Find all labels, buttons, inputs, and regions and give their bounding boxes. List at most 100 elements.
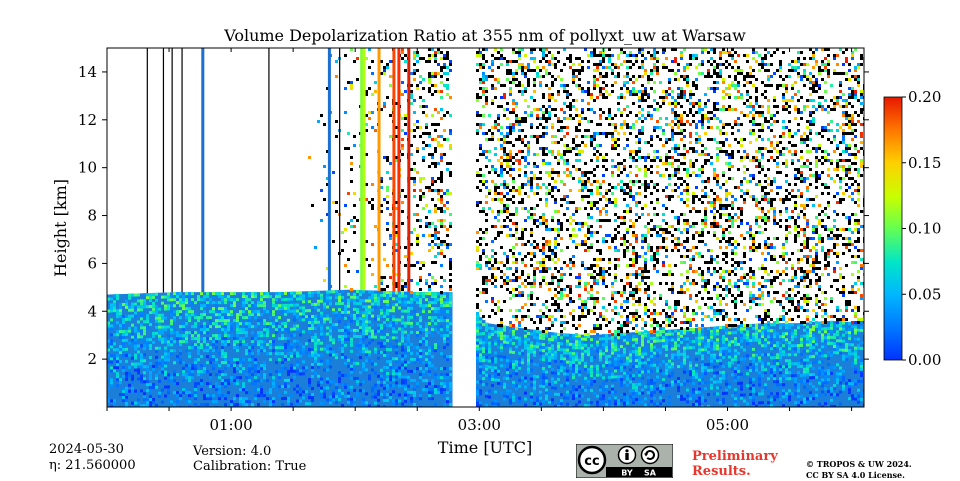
depol-pixel — [629, 389, 632, 393]
noise-pixel — [548, 243, 551, 246]
noise-pixel — [512, 168, 515, 171]
noise-pixel — [569, 300, 572, 303]
depol-pixel — [269, 391, 272, 395]
depol-pixel — [152, 367, 155, 371]
depol-pixel — [164, 325, 167, 329]
noise-pixel — [557, 75, 560, 78]
noise-pixel — [365, 123, 368, 126]
depol-pixel — [617, 402, 620, 406]
depol-pixel — [347, 331, 350, 335]
noise-pixel — [560, 294, 563, 297]
depol-pixel — [443, 403, 446, 407]
depol-pixel — [338, 293, 341, 297]
depol-pixel — [497, 381, 500, 385]
depol-pixel — [290, 303, 293, 307]
noise-pixel — [569, 171, 572, 174]
noise-pixel — [635, 240, 638, 243]
depol-pixel — [188, 295, 191, 299]
noise-pixel — [500, 132, 503, 135]
aerosol-layer-column — [161, 292, 165, 407]
depol-pixel — [347, 385, 350, 389]
depol-pixel — [641, 349, 644, 353]
noise-pixel — [674, 246, 677, 249]
depol-pixel — [308, 339, 311, 343]
depol-pixel — [290, 309, 293, 313]
depol-pixel — [260, 379, 263, 383]
noise-pixel — [479, 66, 482, 69]
depol-pixel — [302, 309, 305, 313]
noise-pixel — [575, 168, 578, 171]
depol-pixel — [443, 394, 446, 398]
depol-pixel — [191, 346, 194, 350]
depol-pixel — [317, 302, 320, 306]
depol-pixel — [587, 335, 590, 339]
depol-pixel — [443, 340, 446, 344]
depol-pixel — [200, 373, 203, 377]
depol-pixel — [404, 366, 407, 370]
aerosol-layer-column — [443, 292, 447, 407]
noise-pixel — [593, 78, 596, 81]
noise-pixel — [425, 105, 428, 108]
noise-pixel — [677, 117, 680, 120]
depol-pixel — [377, 302, 380, 306]
noise-pixel — [545, 282, 548, 285]
depol-pixel — [683, 337, 686, 341]
noise-pixel — [590, 288, 593, 291]
noise-pixel — [578, 306, 581, 309]
noise-pixel — [608, 117, 611, 120]
depol-pixel — [200, 328, 203, 332]
depol-pixel — [611, 348, 614, 352]
depol-pixel — [383, 350, 386, 354]
depol-pixel — [224, 352, 227, 356]
noise-pixel — [644, 321, 647, 324]
noise-pixel — [623, 120, 626, 123]
noise-pixel — [584, 282, 587, 285]
noise-pixel — [596, 189, 599, 192]
depol-pixel — [218, 376, 221, 380]
depol-pixel — [527, 347, 530, 351]
depol-pixel — [614, 351, 617, 355]
depol-pixel — [236, 322, 239, 326]
noise-pixel — [587, 120, 590, 123]
depol-pixel — [656, 375, 659, 379]
noise-pixel — [563, 183, 566, 186]
noise-pixel — [665, 300, 668, 303]
depol-pixel — [257, 304, 260, 308]
depol-pixel — [425, 340, 428, 344]
depol-pixel — [245, 334, 248, 338]
depol-pixel — [401, 375, 404, 379]
noise-pixel — [539, 186, 542, 189]
depol-pixel — [551, 371, 554, 375]
depol-pixel — [647, 379, 650, 383]
noise-pixel — [656, 165, 659, 168]
depol-pixel — [143, 395, 146, 399]
depol-pixel — [515, 345, 518, 349]
noise-pixel — [599, 258, 602, 261]
depol-pixel — [557, 368, 560, 372]
depol-pixel — [191, 370, 194, 374]
depol-pixel — [122, 317, 125, 321]
depol-pixel — [341, 352, 344, 356]
depol-pixel — [287, 297, 290, 301]
noise-pixel — [671, 126, 674, 129]
depol-pixel — [224, 358, 227, 362]
depol-pixel — [623, 353, 626, 357]
depol-pixel — [575, 355, 578, 359]
depol-pixel — [224, 319, 227, 323]
depol-pixel — [503, 397, 506, 401]
noise-pixel — [644, 258, 647, 261]
noise-pixel — [380, 177, 383, 180]
depol-pixel — [230, 334, 233, 338]
depol-pixel — [449, 385, 452, 389]
noise-pixel — [653, 99, 656, 102]
depol-pixel — [185, 313, 188, 317]
depol-pixel — [275, 322, 278, 326]
depol-pixel — [542, 343, 545, 347]
aerosol-layer-column — [194, 292, 198, 407]
depol-pixel — [413, 315, 416, 319]
depol-pixel — [503, 382, 506, 386]
noise-pixel — [539, 261, 542, 264]
depol-pixel — [251, 313, 254, 317]
depol-pixel — [599, 349, 602, 353]
depol-pixel — [329, 383, 332, 387]
